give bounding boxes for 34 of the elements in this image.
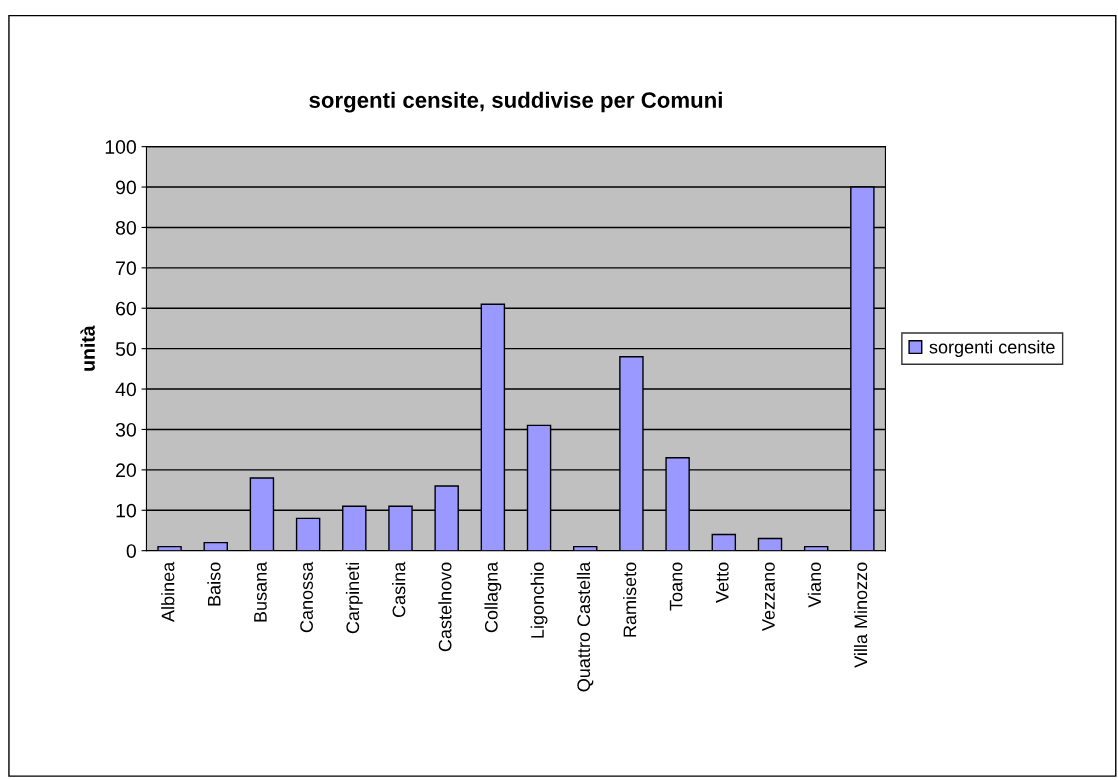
x-tick-label: Casina — [392, 561, 406, 618]
y-tick-label: 30 — [115, 422, 136, 437]
legend-label: sorgenti censite — [929, 340, 1055, 358]
x-tick-label: Toano — [669, 562, 683, 611]
y-tick-label: 90 — [116, 180, 136, 195]
x-tick-label: Ramiseto — [623, 562, 637, 637]
x-tick-label: Baiso — [207, 562, 221, 606]
y-tick-label: 70 — [116, 261, 136, 276]
y-tick-label: 50 — [115, 342, 136, 356]
x-tick-label: Ligonchio — [530, 562, 548, 638]
bar — [295, 517, 321, 551]
y-tick-label: 10 — [116, 503, 136, 518]
x-tick-label: Canossa — [300, 561, 313, 633]
x-tick-label: Vezzano — [762, 562, 775, 631]
y-tick-label: 80 — [115, 220, 136, 235]
x-tick-label: Carpineti — [345, 563, 363, 634]
bar — [711, 533, 737, 551]
x-tick-label: Collagna — [484, 561, 502, 633]
x-tick-label: Vetto — [716, 562, 729, 603]
y-tick-label: 20 — [116, 463, 136, 478]
x-tick-label: Viano — [807, 562, 822, 608]
chart-title: sorgenti censite, suddivise per Comuni — [309, 91, 722, 113]
y-tick-label: 100 — [105, 140, 136, 154]
x-tick-label: Busana — [254, 561, 267, 622]
y-tick-label: 40 — [115, 382, 136, 397]
bar — [757, 537, 783, 551]
y-axis-title: unità — [80, 325, 95, 371]
x-tick-label: Quattro Castella — [576, 561, 594, 692]
y-tick-label: 0 — [126, 544, 136, 558]
x-tick-label: Castelnovo — [438, 562, 452, 652]
bar — [203, 541, 228, 551]
y-tick-label: 60 — [116, 301, 136, 316]
x-tick-label: Villa Minozzo — [853, 562, 868, 668]
x-tick-label: Albinea — [161, 561, 175, 622]
